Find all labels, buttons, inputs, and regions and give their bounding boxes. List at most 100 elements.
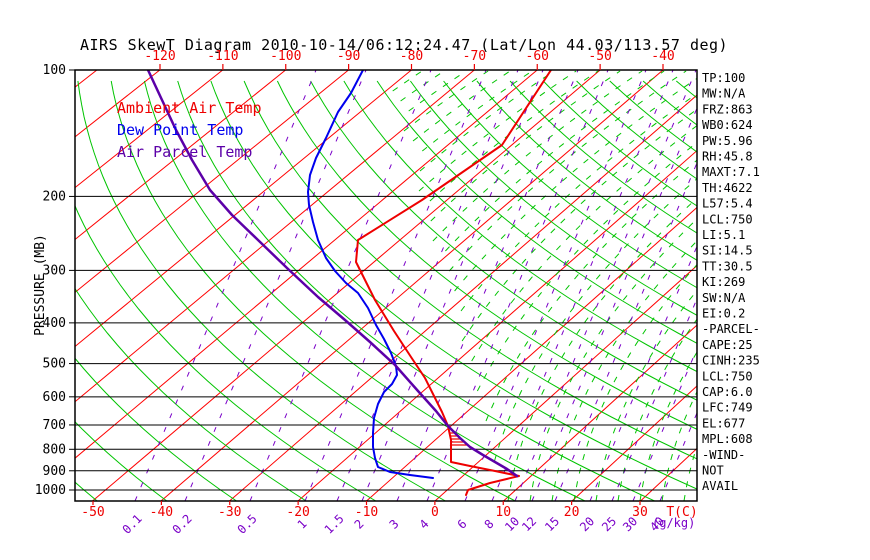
moist-adiabat-dashed-line	[454, 77, 697, 292]
dry-adiabat-line	[443, 80, 697, 289]
dry-adiabat-line	[210, 80, 697, 490]
mixing-ratio-line	[336, 70, 519, 501]
moist-adiabat-dashed-line	[639, 351, 697, 501]
moist-adiabat-dashed-line	[445, 70, 665, 252]
stat-value: NOT	[702, 464, 724, 478]
mixing-ratio-line	[531, 106, 697, 501]
background-lines	[75, 70, 697, 501]
bottom-axis-label: -20	[286, 505, 309, 520]
moist-adiabat-dashed-line	[683, 444, 697, 501]
stat-value: LCL:750	[702, 369, 753, 383]
mixing-ratio-line	[249, 70, 432, 501]
top-axis-label: -120	[144, 49, 175, 64]
moist-adiabat-dashed-line	[400, 70, 445, 102]
stat-value: WB0:624	[702, 118, 753, 132]
dry-adiabat-line	[75, 357, 237, 501]
stat-value: TT:30.5	[702, 259, 753, 273]
moist-adiabat-dashed-line	[573, 263, 697, 501]
stat-value: MW:N/A	[702, 87, 746, 101]
dry-adiabat-line	[376, 80, 697, 344]
pressure-tick-label: 900	[43, 464, 66, 479]
stat-value: EI:0.2	[702, 307, 745, 321]
moist-adiabat-dashed-line	[430, 70, 621, 222]
mixing-ratio-label: 6	[455, 517, 470, 532]
legend-item-label: Air Parcel Temp	[117, 143, 252, 161]
stat-value: SW:N/A	[702, 291, 746, 305]
bottom-axis-label: -30	[218, 505, 241, 520]
dry-adiabat-line	[77, 80, 446, 501]
mixing-ratio-label: 15	[542, 514, 562, 534]
mixing-ratio-line	[184, 70, 367, 501]
legend-item-label: Ambient Air Temp	[117, 99, 262, 117]
mixing-ratio-line	[396, 70, 579, 501]
mixing-ratio-line	[589, 244, 697, 501]
mixing-ratio-label: 12	[519, 514, 539, 534]
chart-title: AIRS SkewT Diagram 2010-10-14/06:12:24.4…	[80, 36, 728, 54]
top-axis-label: -40	[651, 49, 674, 64]
chart-legend: Ambient Air Temp Dew Point Temp Air Parcel…	[117, 99, 262, 161]
isotherm-line	[297, 149, 697, 501]
stat-value: L57:5.4	[702, 197, 753, 211]
dry-adiabat-line	[642, 80, 697, 126]
dry-adiabat-line	[609, 80, 697, 153]
temp-axis-unit-label: T(C)	[666, 505, 697, 520]
mixing-ratio-label: 1.5	[322, 512, 347, 537]
dry-adiabat-line	[75, 421, 168, 501]
mixing-ratio-line	[491, 70, 674, 501]
stat-value: -PARCEL-	[702, 322, 760, 336]
dry-adiabat-line	[110, 80, 516, 501]
dry-adiabat-line	[310, 80, 697, 401]
dry-adiabat-line	[476, 80, 697, 261]
ambient-temp-curve	[355, 70, 552, 496]
mixing-ratio-line	[514, 70, 697, 501]
mixing-ratio-line	[659, 411, 697, 501]
moist-adiabat-dashed-line	[529, 218, 697, 501]
pressure-tick-label: 500	[43, 357, 66, 372]
stat-value: EL:677	[702, 416, 745, 430]
bottom-axis-label: -50	[81, 505, 104, 520]
dry-adiabat-line	[509, 80, 697, 234]
bottom-axis-label: -40	[150, 505, 173, 520]
stat-value: FRZ:863	[702, 102, 753, 116]
isotherm-line	[571, 385, 697, 501]
legend-item-label: Dew Point Temp	[117, 121, 243, 139]
mixing-ratio-label: 3	[387, 517, 402, 532]
dry-adiabat-line	[75, 287, 307, 501]
isotherm-line	[160, 70, 664, 501]
stat-value: TP:100	[702, 71, 745, 85]
stat-value: CAPE:25	[702, 338, 753, 352]
stat-value: PW:5.96	[702, 134, 753, 148]
moist-adiabat-dashed-line	[460, 93, 697, 312]
mixing-ratio-line	[304, 70, 487, 501]
mixing-ratio-label: 0.1	[120, 512, 145, 537]
moist-adiabat-dashed-line	[432, 70, 643, 242]
moist-adiabat-dashed-line	[551, 240, 697, 501]
bottom-axis-label: 30	[632, 505, 648, 520]
moist-adiabat-dashed-line	[408, 70, 467, 112]
moist-adiabat-dashed-line	[494, 178, 697, 462]
moist-adiabat-dashed-line	[471, 124, 697, 362]
plot-border	[74, 69, 698, 502]
mixing-ratio-label: 25	[599, 514, 619, 534]
dry-adiabat-line	[177, 80, 655, 501]
mixing-ratio-line	[134, 70, 317, 501]
pressure-tick-label: 100	[43, 63, 66, 78]
pressure-tick-label: 600	[43, 390, 66, 405]
pressure-tick-label: 200	[43, 189, 66, 204]
moist-adiabat-dashed-line	[392, 70, 423, 92]
top-axis-label: -100	[270, 49, 301, 64]
isotherm-line	[75, 70, 349, 294]
isotherm-line	[75, 70, 98, 88]
moist-adiabat-dashed-line	[476, 141, 697, 392]
parcel-temp-curve	[146, 70, 519, 478]
mixing-ratio-label: 0.2	[170, 512, 195, 537]
mixing-ratio-line	[464, 70, 647, 501]
stat-value: LFC:749	[702, 401, 753, 415]
dry-adiabat-line	[409, 80, 697, 316]
bottom-axis-label: 20	[564, 505, 580, 520]
isotherm-line	[75, 70, 224, 189]
isotherm-line	[75, 70, 538, 459]
